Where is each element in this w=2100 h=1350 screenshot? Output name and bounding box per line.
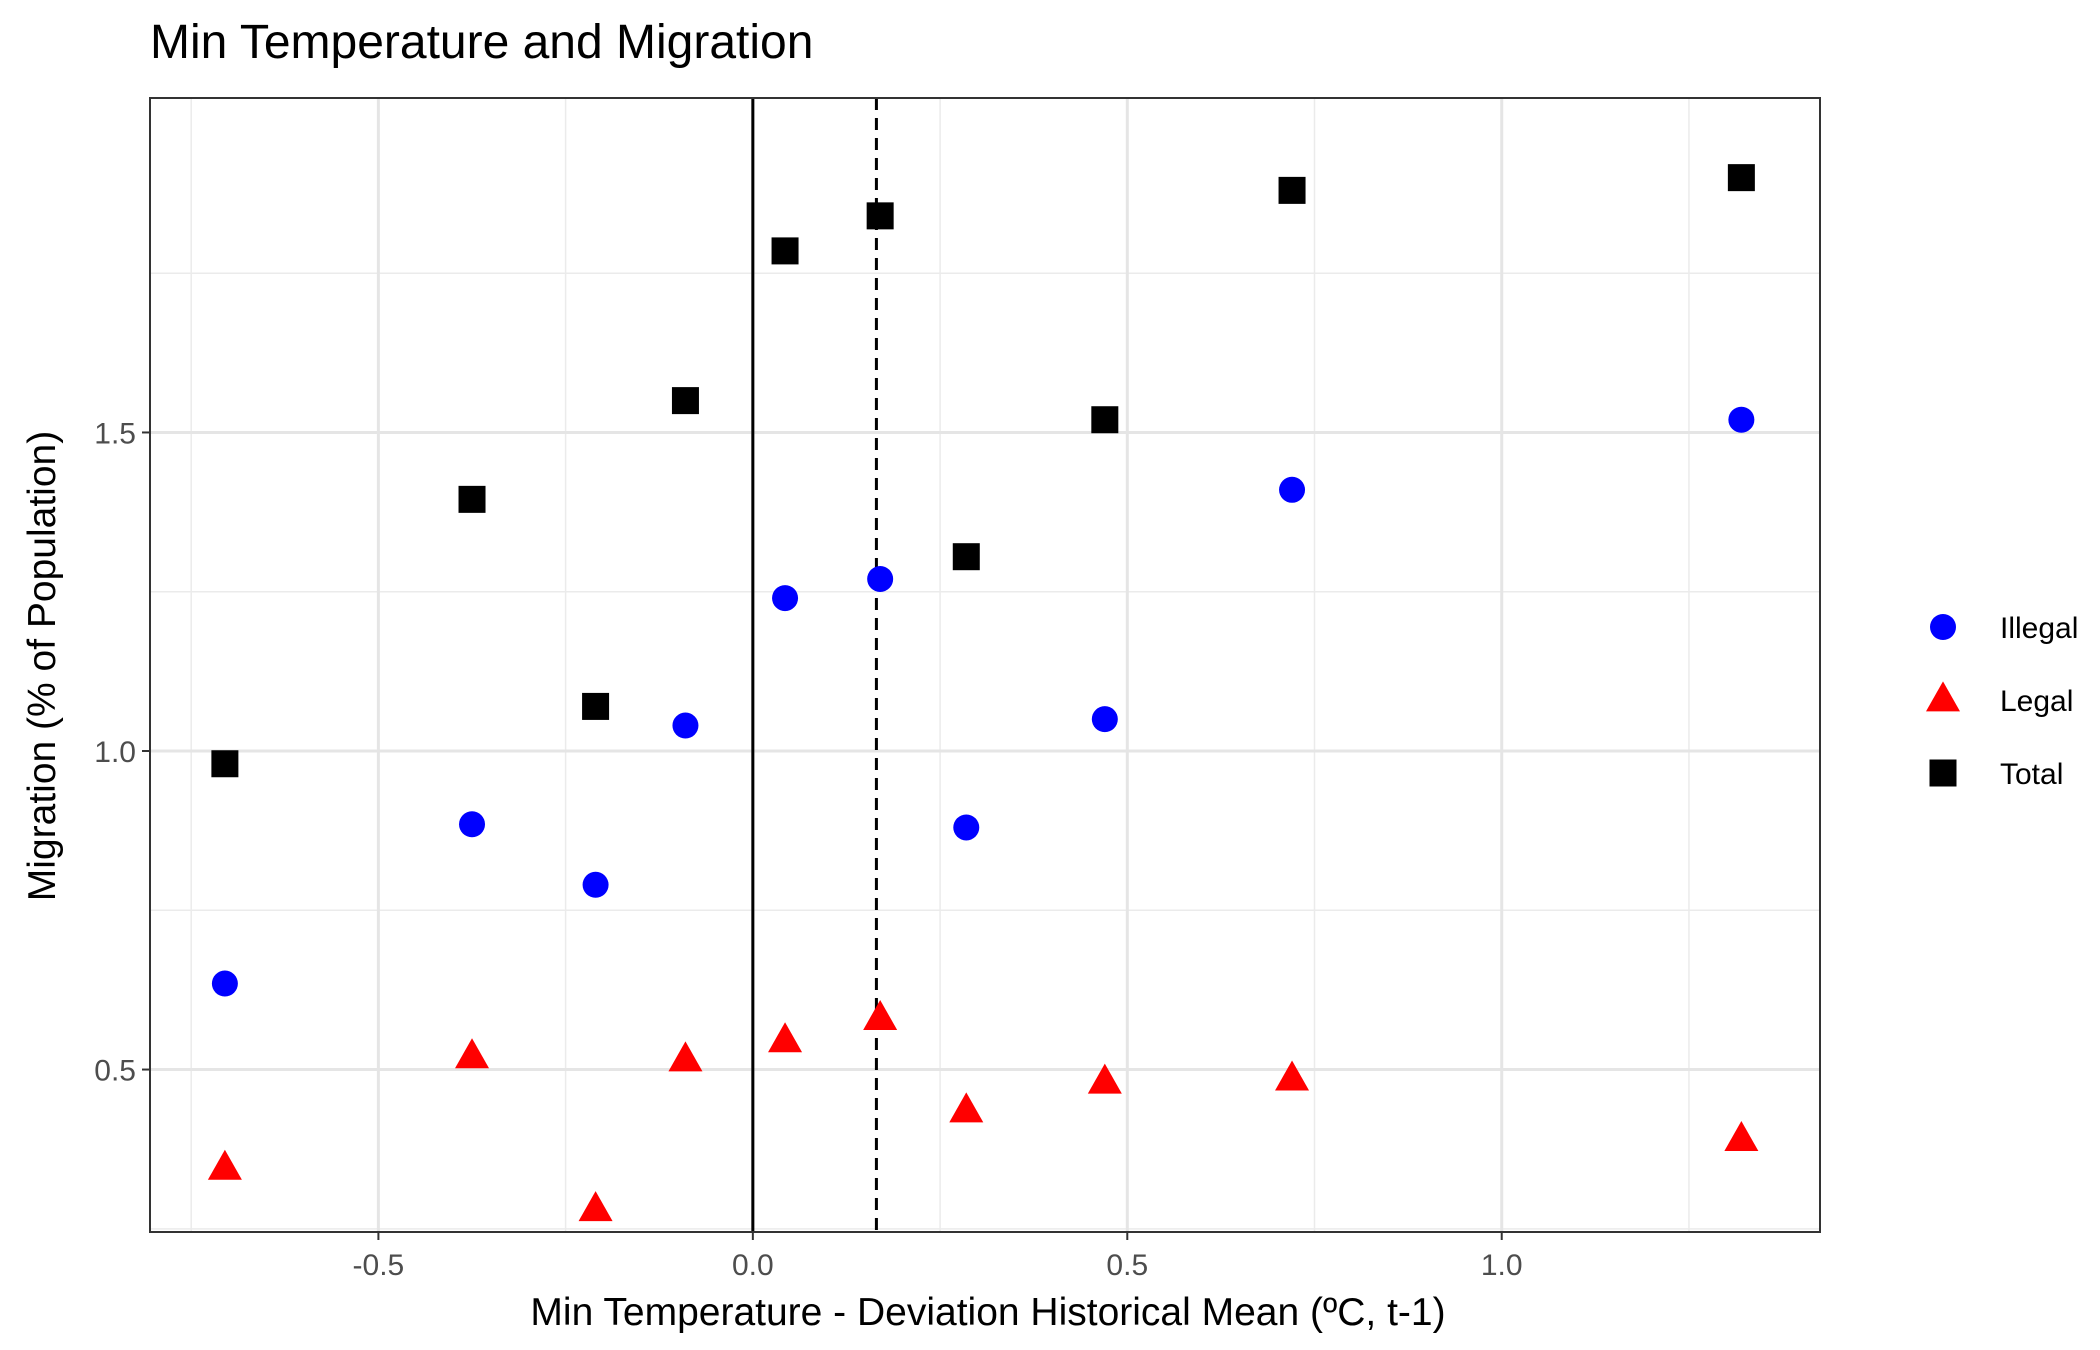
x-tick-label: 0.0 — [732, 1249, 774, 1282]
illegal-point — [1091, 706, 1118, 733]
total-point — [211, 750, 239, 778]
legal-point — [1275, 1060, 1310, 1091]
illegal-point — [953, 814, 980, 841]
legend-legal-label: Legal — [2000, 685, 2073, 718]
x-axis-label: Min Temperature - Deviation Historical M… — [530, 1291, 1445, 1334]
legal-point — [668, 1041, 703, 1072]
total-point — [458, 485, 486, 513]
illegal-point — [1279, 476, 1306, 503]
panel-border — [149, 97, 1821, 1233]
total-point — [1091, 406, 1119, 434]
legal-point — [949, 1092, 984, 1123]
illegal-point — [211, 970, 238, 997]
legend-illegal-key — [1930, 614, 1956, 640]
total-point — [582, 692, 610, 720]
y-tick-label: 0.5 — [94, 1055, 136, 1088]
legend-total-label: Total — [2000, 758, 2063, 791]
total-point — [866, 202, 894, 230]
x-tick-label: 0.5 — [1106, 1249, 1148, 1282]
legend: Illegal Legal Total — [1926, 612, 2078, 791]
legend-legal-key — [1926, 681, 1960, 712]
legal-point — [578, 1191, 613, 1222]
panel-background — [150, 98, 1820, 1232]
legend-illegal-label: Illegal — [2000, 612, 2078, 645]
illegal-point — [772, 585, 799, 612]
legal-point — [455, 1038, 490, 1069]
legal-point — [1724, 1121, 1759, 1152]
plot-panel — [149, 97, 1821, 1233]
total-point — [771, 237, 799, 265]
y-axis: 0.5 1.0 1.5 — [94, 417, 150, 1088]
total-point — [952, 543, 980, 571]
illegal-point — [867, 565, 894, 592]
reference-lines — [751, 98, 878, 1232]
legal-point — [1087, 1063, 1122, 1094]
legal-point — [768, 1022, 803, 1053]
x-axis: -0.5 0.0 0.5 1.0 — [353, 1232, 1523, 1282]
illegal-point — [672, 712, 699, 739]
total-point — [1278, 176, 1306, 204]
y-tick-label: 1.0 — [94, 736, 136, 769]
x-tick-label: 1.0 — [1481, 1249, 1523, 1282]
y-axis-label: Migration (% of Population) — [21, 431, 64, 901]
x-tick-label: -0.5 — [353, 1249, 405, 1282]
illegal-point — [459, 811, 486, 838]
chart-title: Min Temperature and Migration — [150, 16, 813, 69]
illegal-point — [582, 871, 609, 898]
total-point — [1727, 164, 1755, 192]
total-point — [671, 387, 699, 415]
illegal-point — [1728, 406, 1755, 433]
legend-total-key — [1929, 759, 1957, 787]
y-tick-label: 1.5 — [94, 417, 136, 450]
data-points — [207, 164, 1759, 1222]
legal-point — [863, 999, 898, 1030]
legal-point — [207, 1149, 242, 1180]
